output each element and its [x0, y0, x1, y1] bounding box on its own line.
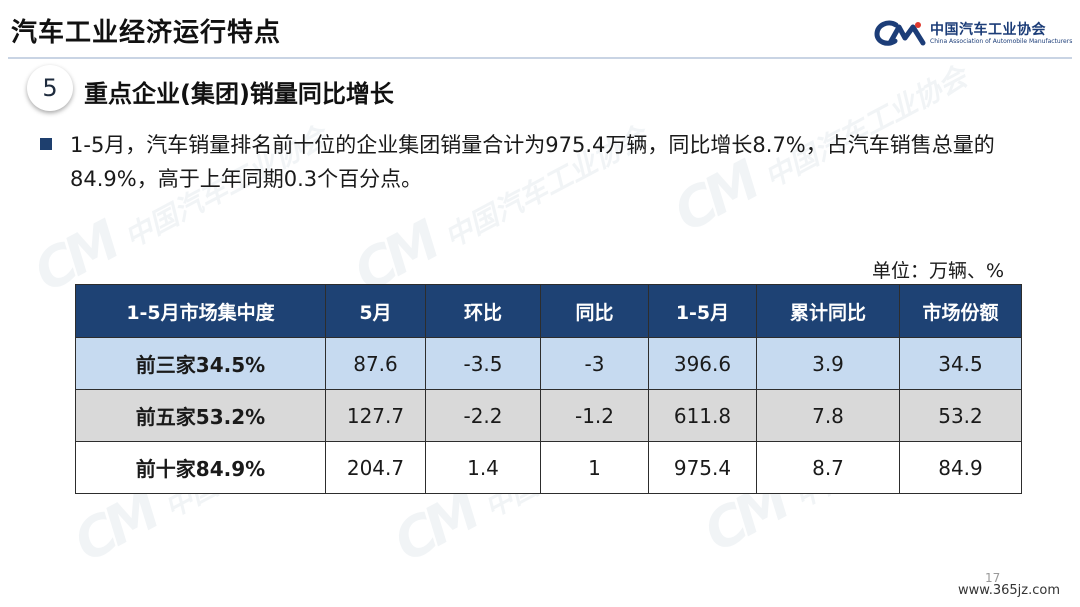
- table-cell: 8.7: [756, 441, 900, 494]
- table-cell: 204.7: [325, 441, 426, 494]
- table-cell: 34.5: [899, 337, 1022, 390]
- site-watermark: www.365jz.com: [958, 583, 1060, 598]
- table-cell: -2.2: [425, 389, 541, 442]
- table-row: 前十家84.9% 204.7 1.4 1 975.4 8.7 84.9: [75, 441, 1022, 494]
- table-header-cell: 市场份额: [899, 284, 1022, 338]
- table-row: 前五家53.2% 127.7 -2.2 -1.2 611.8 7.8 53.2: [75, 389, 1022, 442]
- table-cell: 975.4: [648, 441, 757, 494]
- table-row-label: 前五家53.2%: [75, 389, 326, 442]
- table-row-label: 前十家84.9%: [75, 441, 326, 494]
- section-number-badge: 5: [27, 65, 73, 111]
- logo-name-cn: 中国汽车工业协会: [930, 22, 1046, 38]
- table-cell: 7.8: [756, 389, 900, 442]
- page-number: 17: [985, 571, 1001, 585]
- unit-label: 单位：万辆、%: [872, 260, 1005, 282]
- table-header-cell: 环比: [425, 284, 541, 338]
- table-header-cell: 同比: [540, 284, 649, 338]
- table-header-row: 1-5月市场集中度 5月 环比 同比 1-5月 累计同比 市场份额: [75, 284, 1022, 338]
- table-cell: -1.2: [540, 389, 649, 442]
- table-cell: -3.5: [425, 337, 541, 390]
- table-cell: 396.6: [648, 337, 757, 390]
- table-header-cell: 1-5月: [648, 284, 757, 338]
- header-divider: [8, 57, 1072, 59]
- table-cell: 611.8: [648, 389, 757, 442]
- table-cell: 1: [540, 441, 649, 494]
- table-cell: 87.6: [325, 337, 426, 390]
- table-cell: 53.2: [899, 389, 1022, 442]
- logo-name-en: China Association of Automobile Manufact…: [930, 38, 1073, 45]
- watermark-logo-icon: CM: [63, 480, 166, 575]
- table-cell: 1.4: [425, 441, 541, 494]
- table-header-cell: 5月: [325, 284, 426, 338]
- table-header-cell: 1-5月市场集中度: [75, 284, 326, 338]
- table-cell: 3.9: [756, 337, 900, 390]
- caam-logo: 中国汽车工业协会 China Association of Automobile…: [874, 18, 1072, 50]
- table-header-cell: 累计同比: [756, 284, 900, 338]
- table-cell: 84.9: [899, 441, 1022, 494]
- bullet-text: 1-5月，汽车销量排名前十位的企业集团销量合计为975.4万辆，同比增长8.7%…: [70, 133, 995, 191]
- table-row: 前三家34.5% 87.6 -3.5 -3 396.6 3.9 34.5: [75, 337, 1022, 390]
- caam-logo-icon: [874, 20, 926, 46]
- table-cell: 127.7: [325, 389, 426, 442]
- table-cell: -3: [540, 337, 649, 390]
- page-title: 汽车工业经济运行特点: [11, 18, 282, 48]
- bullet-square-icon: [40, 138, 52, 150]
- market-concentration-table: 1-5月市场集中度 5月 环比 同比 1-5月 累计同比 市场份额 前三家34.…: [75, 284, 1022, 494]
- table-row-label: 前三家34.5%: [75, 337, 326, 390]
- watermark-logo-icon: CM: [383, 480, 486, 575]
- section-title: 重点企业(集团)销量同比增长: [84, 80, 394, 108]
